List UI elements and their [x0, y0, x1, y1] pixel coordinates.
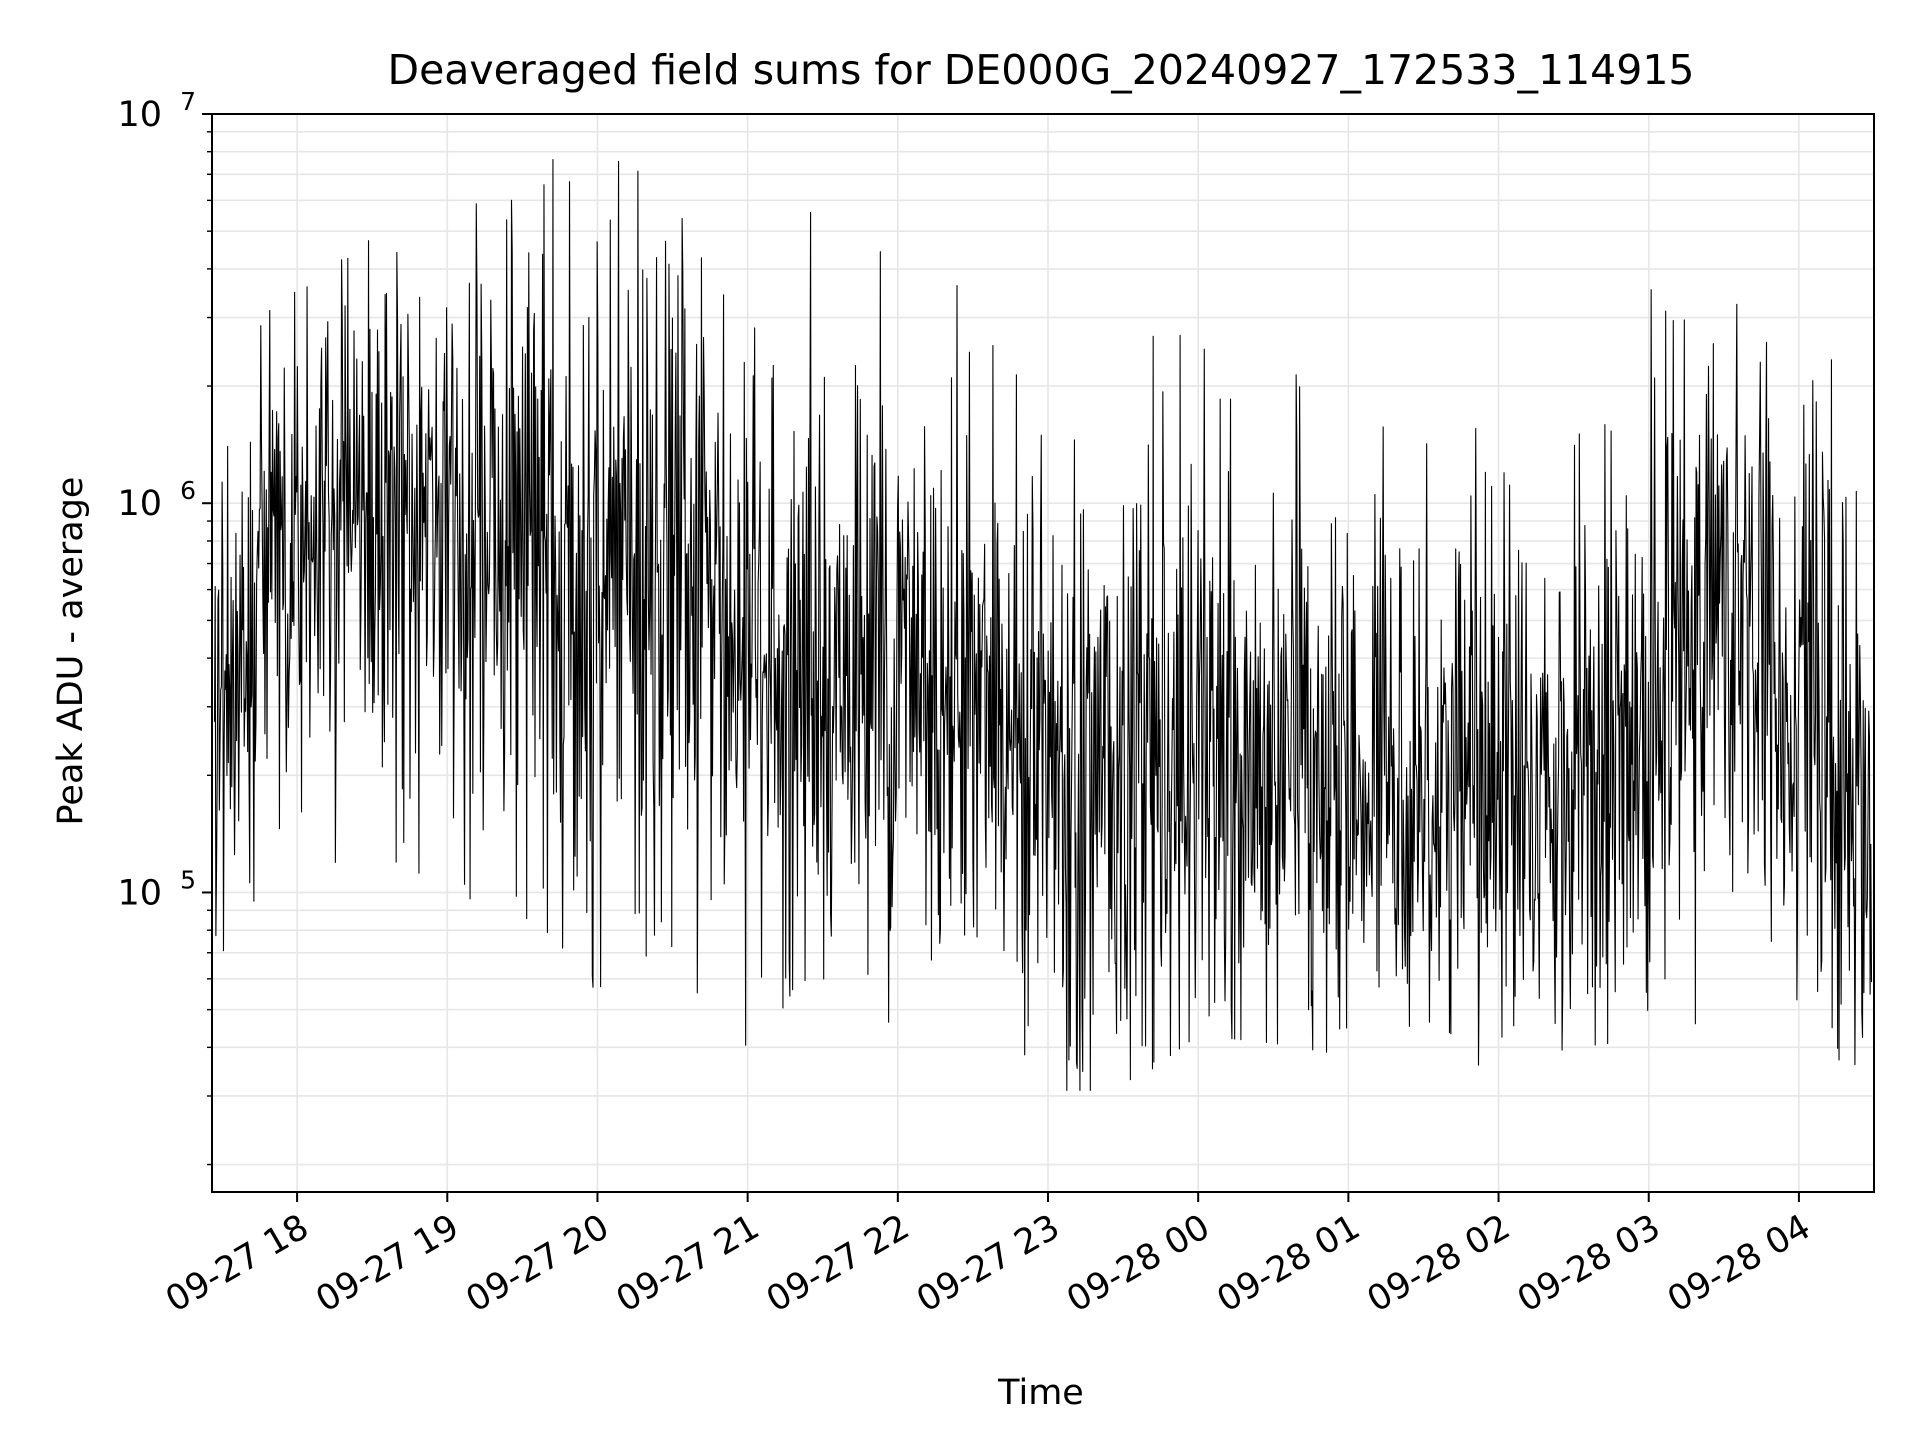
y-tick-label: 10: [117, 95, 162, 135]
y-tick-label: 10: [117, 873, 162, 913]
y-tick-exponent: 5: [180, 865, 196, 894]
chart-title: Deaveraged field sums for DE000G_2024092…: [388, 46, 1695, 94]
series-line: [213, 158, 1873, 1091]
y-tick-label: 10: [117, 484, 162, 524]
y-axis-label: Peak ADU - average: [51, 477, 91, 826]
y-tick-exponent: 7: [180, 87, 196, 116]
x-axis-label: Time: [997, 1373, 1084, 1413]
y-axis-ticks: 10 5 10 6 10 7: [117, 87, 212, 1166]
plot-frame: [211, 113, 1875, 1193]
y-tick-exponent: 6: [180, 476, 196, 505]
